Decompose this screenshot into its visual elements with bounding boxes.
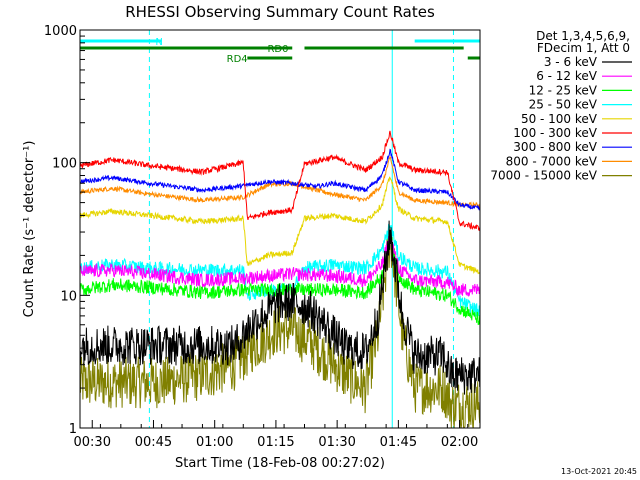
y-axis-label: Count Rate (s⁻¹ detector⁻¹) [22, 141, 37, 318]
legend-label-7: 800 - 7000 keV [506, 154, 598, 168]
x-tick-label-5: 01:45 [380, 435, 417, 450]
y-tick-label-3: 1000 [44, 24, 77, 39]
plot-area: N RD0 RD4 [79, 30, 481, 429]
x-tick-label-0: 00:30 [74, 435, 111, 450]
legend-label-1: 6 - 12 keV [536, 69, 598, 83]
timestamp: 13-Oct-2021 20:45 [561, 467, 637, 476]
x-tick-label-6: 02:00 [441, 435, 478, 450]
series-line-4 [79, 176, 481, 275]
legend-header-line-1: Det 1,3,4,5,6,9, [536, 29, 630, 43]
x-axis: 00:30 00:45 01:00 01:15 01:30 01:45 02:00 [74, 420, 478, 450]
series-line-7 [79, 155, 481, 209]
series-line-0 [79, 220, 481, 395]
plot-frame [79, 29, 481, 429]
x-tick-label-3: 01:15 [257, 435, 294, 450]
legend-label-2: 12 - 25 keV [529, 83, 598, 97]
legend-label-4: 50 - 100 keV [521, 112, 598, 126]
x-axis-label: Start Time (18-Feb-08 00:27:02) [175, 456, 385, 471]
y-tick-label-1: 10 [60, 289, 77, 304]
series-line-1 [79, 232, 481, 298]
y-axis: 1 10 100 1000 [44, 24, 90, 437]
flag-label-rd0: RD0 [267, 44, 288, 55]
flag-label-n: N [155, 37, 162, 48]
x-tick-label-4: 01:30 [318, 435, 355, 450]
series-line-6 [79, 148, 481, 211]
flag-label-rd4: RD4 [227, 54, 248, 65]
x-tick-label-2: 01:00 [196, 435, 233, 450]
series-line-5 [79, 130, 481, 232]
legend-header-line-2: FDecim 1, Att 0 [537, 41, 630, 55]
y-tick-label-2: 100 [52, 157, 77, 172]
x-tick-label-1: 00:45 [135, 435, 172, 450]
legend-label-6: 300 - 800 keV [513, 140, 597, 154]
y-tick-label-0: 1 [69, 422, 77, 437]
legend-label-8: 7000 - 15000 keV [490, 169, 597, 183]
legend-label-5: 100 - 300 keV [513, 126, 597, 140]
chart-title: RHESSI Observing Summary Count Rates [125, 3, 435, 21]
legend-label-0: 3 - 6 keV [544, 55, 598, 69]
legend-label-3: 25 - 50 keV [529, 98, 598, 112]
